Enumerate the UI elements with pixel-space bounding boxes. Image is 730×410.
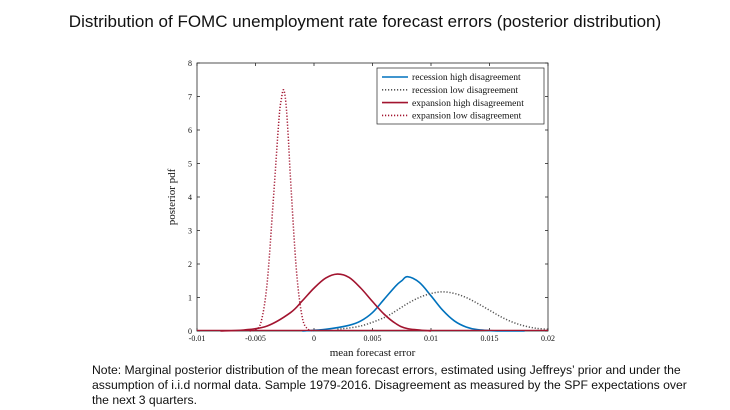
series-line-4: [249, 89, 315, 332]
y-tick-label: 8: [188, 59, 192, 68]
chart: -0.01 -0.005 0 0.005 0.01 0.015 0.02 0 1 2 3 4 5 6 7 8…: [166, 59, 555, 359]
x-tick-label: 0.02: [541, 334, 555, 343]
y-tick-label: 4: [188, 193, 192, 202]
series-layer: [197, 89, 549, 332]
series-line-1: [302, 275, 525, 332]
legend-label-3: expansion high disagreement: [412, 98, 524, 109]
x-tick-label: 0.005: [364, 334, 382, 343]
x-tick-label: -0.005: [245, 334, 266, 343]
y-tick-label: 1: [188, 294, 192, 303]
y-tick-label: 0: [188, 327, 192, 336]
y-tick-label: 7: [188, 93, 192, 102]
x-axis-label: mean forecast error: [330, 347, 416, 359]
y-axis-label: posterior pdf: [166, 168, 178, 225]
legend-label-1: recession high disagreement: [412, 72, 521, 83]
y-tick-label: 2: [188, 260, 192, 269]
x-tick-label: -0.01: [189, 334, 206, 343]
chart-title: Distribution of FOMC unemployment rate f…: [68, 12, 662, 31]
x-tick-label: 0.015: [481, 334, 499, 343]
x-tick-label: 0: [312, 334, 316, 343]
y-tick-label: 5: [188, 160, 192, 169]
x-axis: -0.01 -0.005 0 0.005 0.01 0.015 0.02: [189, 63, 555, 343]
series-line-3: [220, 273, 432, 332]
figure-note: Note: Marginal posterior distribution of…: [92, 363, 687, 407]
legend-label-4: expansion low disagreement: [412, 111, 522, 122]
legend-label-2: recession low disagreement: [412, 85, 518, 96]
y-tick-label: 3: [188, 227, 192, 236]
y-tick-label: 6: [188, 126, 192, 135]
x-tick-label: 0.01: [424, 334, 438, 343]
legend: recession high disagreement recession low…: [376, 67, 545, 125]
